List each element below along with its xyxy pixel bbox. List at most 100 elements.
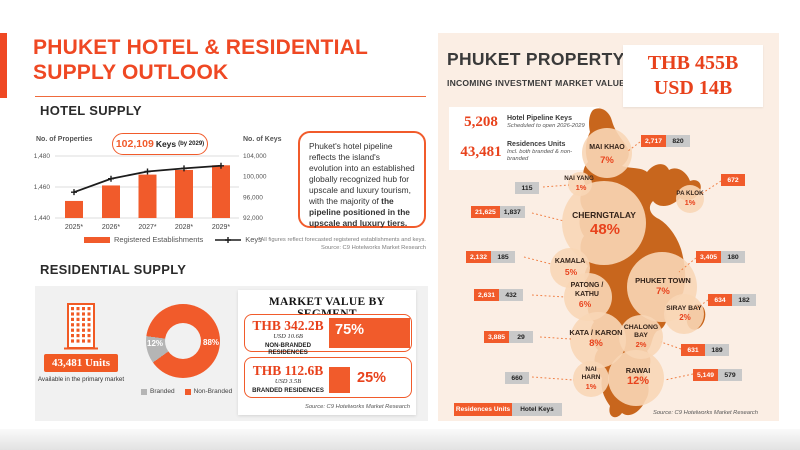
value-box-chalong-bay: 631 189 <box>681 344 729 356</box>
hotel-supply-chart: 1,480 1,460 1,440 104,000 100,000 96,000 92,00… <box>34 153 267 231</box>
region-name-kata-karon: KATA / KARON <box>569 328 623 337</box>
units-total-button: 43,481 Units <box>44 354 118 372</box>
units-value: 21,625 <box>471 206 500 218</box>
segment-label: BRANDED RESIDENCES <box>252 387 324 394</box>
segment-usd: USD 3.5B <box>274 378 302 385</box>
svg-text:92,000: 92,000 <box>243 215 263 222</box>
value-box-kata-karon: 3,885 29 <box>484 331 534 343</box>
segment-non-branded-residences: THB 342.2B USD 10.6B NON-BRANDED RESIDENCE… <box>244 314 412 356</box>
total-usd: USD 14B <box>653 77 733 99</box>
branded-swatch <box>141 388 147 395</box>
bar-2027* <box>138 174 157 218</box>
region-pct-kamala: 5% <box>564 267 578 277</box>
page-title-line1: PHUKET HOTEL & RESIDENTIAL <box>33 36 368 59</box>
hotel-chart-footnote: *All figures reflect forecasted register… <box>250 237 426 252</box>
stat-value: 5,208 <box>464 114 498 130</box>
left-axis-label: No. of Properties <box>36 136 93 143</box>
branded-split-donut <box>146 304 220 378</box>
accent-bar <box>0 33 7 98</box>
legend-bar-label: Registered Establishments <box>114 235 204 244</box>
value-box-mai-khao: 2,717 820 <box>641 135 691 147</box>
connector-kata-karon <box>539 336 572 340</box>
bar-2025* <box>65 200 83 218</box>
units-value: 672 <box>721 174 745 186</box>
bubble-patong-kathu <box>564 273 612 321</box>
segment-label: NON-BRANDED RESIDENCES <box>264 342 312 356</box>
stat-sub: Scheduled to open 2026-2029 <box>507 123 585 129</box>
map-legend-residences-units: Residences Units <box>454 403 512 416</box>
bubble-chalong-bay <box>619 315 663 359</box>
bar-2028* <box>175 169 193 218</box>
keys-value: 29 <box>509 331 534 343</box>
region-pct-mai-khao: 7% <box>600 155 614 166</box>
connector-cherngtalay <box>531 212 565 222</box>
region-name-nai-harn: NAI HARN <box>581 366 601 381</box>
svg-text:1,460: 1,460 <box>34 184 51 191</box>
donut-legend: Branded Non-Branded <box>141 388 232 395</box>
non-branded-swatch <box>184 388 191 395</box>
branded-label: Branded <box>150 388 175 395</box>
legend-non-branded: Non-Branded <box>184 388 233 395</box>
stat-label: Residences Units <box>507 141 566 148</box>
value-box-kamala: 2,132 185 <box>466 251 516 263</box>
connector-pa-klok <box>700 180 722 195</box>
keys-callout-badge: 102,109 Keys (by 2029) <box>112 133 208 155</box>
page-title-line2: SUPPLY OUTLOOK <box>33 61 229 84</box>
stat-hotel-pipeline-keys: 5,208 Hotel Pipeline Keys Scheduled to o… <box>455 114 593 131</box>
stat-residences-units: 43,481 Residences Units Incl. both brand… <box>455 141 593 163</box>
region-pct-cherngtalay: 48% <box>589 221 621 238</box>
non-branded-label: Non-Branded <box>193 388 233 395</box>
value-box-rawai: 5,149 579 <box>693 369 743 381</box>
value-box-siray-bay: 634 182 <box>708 294 756 306</box>
svg-text:1,440: 1,440 <box>34 215 51 222</box>
region-pct-siray-bay: 2% <box>679 313 691 322</box>
value-box-nai-yang: 115 <box>515 182 539 194</box>
property-subtitle: INCOMING INVESTMENT MARKET VALUE <box>447 78 626 88</box>
property-source: Source: C9 Hotelworks Market Research <box>652 410 758 416</box>
bubble-mai-khao <box>582 128 632 178</box>
keys-value: 1,837 <box>499 206 525 218</box>
bubble-cherngtalay <box>562 181 646 265</box>
keys-value: 180 <box>721 251 746 263</box>
region-name-nai-yang: NAI YANG <box>564 175 594 182</box>
keys-value: 432 <box>499 289 524 301</box>
keys-value: 820 <box>666 135 691 147</box>
page-title: PHUKET HOTEL & RESIDENTIAL SUPPLY OUTLOO… <box>33 35 368 85</box>
value-box-cherngtalay: 21,625 1,837 <box>471 206 525 218</box>
region-pct-nai-harn: 1% <box>585 382 597 391</box>
svg-text:96,000: 96,000 <box>243 194 263 201</box>
region-pct-rawai: 12% <box>626 375 650 387</box>
svg-text:100,000: 100,000 <box>243 174 267 181</box>
segment-thb: THB 342.2B <box>252 318 324 333</box>
svg-text:104,000: 104,000 <box>243 153 267 160</box>
segment-pct: 75% <box>335 322 365 338</box>
svg-text:2025*: 2025* <box>65 224 84 231</box>
region-name-kamala: KAMALA <box>554 258 586 265</box>
phuket-map <box>523 108 722 418</box>
segment-bar <box>329 367 350 393</box>
bubble-nai-harn <box>573 361 609 397</box>
units-value: 2,132 <box>466 251 492 263</box>
units-value: 634 <box>708 294 732 306</box>
bubble-pa-klok <box>676 185 704 213</box>
property-title: PHUKET PROPERTY <box>447 49 625 69</box>
region-name-cherngtalay: CHERNGTALAY <box>572 210 636 220</box>
footnote-source: Source: C9 Hotelworks Market Research <box>320 244 426 251</box>
segment-branded-residences: THB 112.6B USD 3.5B BRANDED RESIDENCES 25% <box>244 357 412 398</box>
legend-line-label: Keys <box>245 235 262 244</box>
value-box-patong-kathu: 2,631 432 <box>474 289 524 301</box>
keys-value: 579 <box>718 369 743 381</box>
connector-chalong-bay <box>660 341 682 350</box>
svg-text:2029*: 2029* <box>212 224 231 231</box>
right-axis-label: No. of Keys <box>243 136 282 143</box>
callout-value: 102,109 <box>115 138 154 150</box>
connector-phuket-town <box>678 257 697 273</box>
region-name-mai-khao: MAI KHAO <box>589 144 625 151</box>
region-pct-phuket-town: 7% <box>656 286 670 297</box>
stat-value: 43,481 <box>460 143 502 160</box>
svg-text:2028*: 2028* <box>175 224 194 231</box>
pipeline-stats-box: 5,208 Hotel Pipeline Keys Scheduled to o… <box>449 107 599 170</box>
callout-unit: Keys <box>155 139 177 149</box>
bar-swatch <box>84 236 110 243</box>
hotel-pipeline-quote: Phuket's hotel pipeline reflects the isl… <box>298 131 426 228</box>
